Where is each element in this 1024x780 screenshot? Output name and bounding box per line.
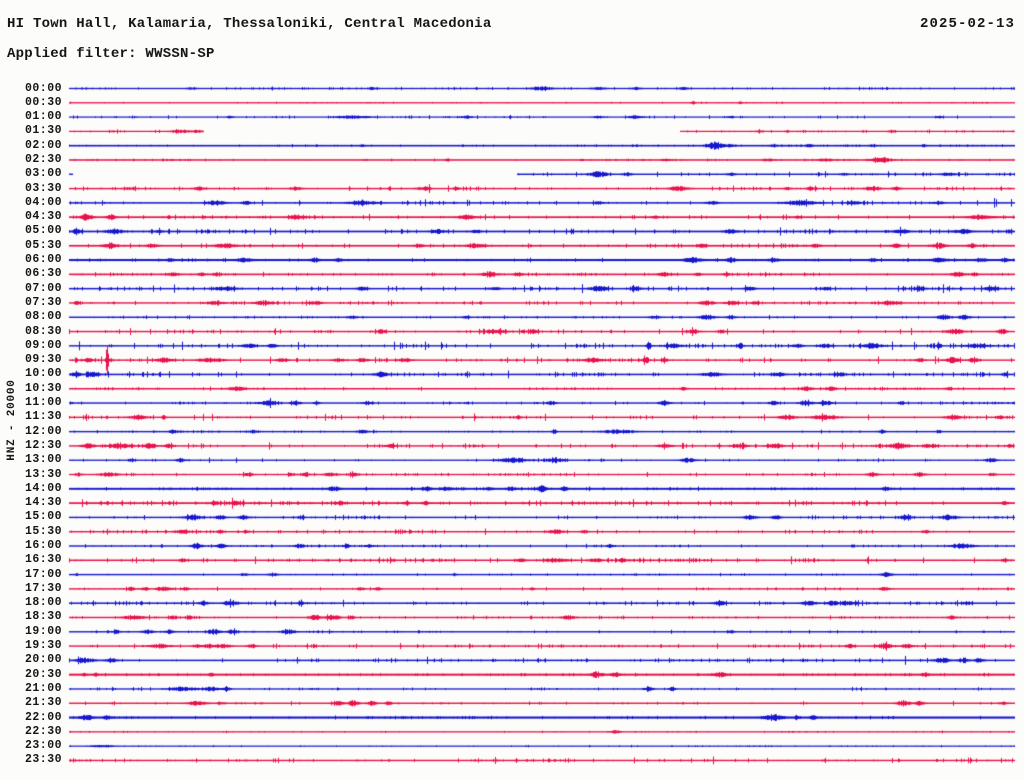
page-title: HI Town Hall, Kalamaria, Thessaloniki, C… bbox=[7, 16, 492, 32]
row-time-label: 19:30 bbox=[24, 639, 62, 653]
applied-filter-label: Applied filter: WWSSN-SP bbox=[7, 46, 215, 62]
row-time-label: 13:30 bbox=[24, 467, 62, 481]
row-time-label: 06:30 bbox=[24, 267, 62, 281]
row-time-label: 09:30 bbox=[24, 353, 62, 367]
row-time-label: 02:00 bbox=[24, 138, 62, 152]
row-time-label: 05:00 bbox=[24, 224, 62, 238]
row-time-label: 18:30 bbox=[24, 610, 62, 624]
row-time-label: 12:30 bbox=[24, 438, 62, 452]
row-time-label: 23:00 bbox=[24, 739, 62, 753]
row-time-label: 16:00 bbox=[24, 539, 62, 552]
row-time-label: 18:00 bbox=[24, 596, 62, 610]
row-time-label: 11:00 bbox=[24, 396, 62, 410]
row-time-label: 09:00 bbox=[24, 338, 62, 352]
row-time-label: 20:00 bbox=[24, 653, 62, 667]
row-time-label: 04:30 bbox=[24, 210, 62, 224]
row-time-label: 01:30 bbox=[24, 124, 62, 138]
row-time-label: 00:30 bbox=[24, 95, 62, 109]
row-time-label: 04:00 bbox=[24, 195, 62, 209]
row-time-label: 22:00 bbox=[24, 710, 62, 724]
row-time-label: 16:30 bbox=[24, 553, 62, 567]
row-time-label: 12:00 bbox=[24, 424, 62, 438]
row-time-label: 05:30 bbox=[24, 238, 62, 252]
row-time-label: 20:30 bbox=[24, 667, 62, 681]
row-time-label: 14:00 bbox=[24, 481, 62, 495]
row-time-label: 08:30 bbox=[24, 324, 62, 338]
row-time-label: 03:30 bbox=[24, 181, 62, 195]
row-time-label: 08:00 bbox=[24, 310, 62, 324]
row-time-label: 06:00 bbox=[24, 253, 62, 267]
row-time-label: 22:30 bbox=[24, 724, 62, 738]
row-time-label: 14:30 bbox=[24, 496, 62, 510]
row-time-label: 00:00 bbox=[24, 81, 62, 95]
row-time-label: 15:00 bbox=[24, 510, 62, 524]
row-time-label: 03:00 bbox=[24, 167, 62, 181]
row-time-label: 23:30 bbox=[24, 753, 62, 767]
row-time-label: 19:00 bbox=[24, 624, 62, 638]
row-time-label: 01:00 bbox=[24, 110, 62, 124]
row-time-label: 17:30 bbox=[24, 581, 62, 595]
row-time-label: 11:30 bbox=[24, 410, 62, 424]
date-label: 2025-02-13 bbox=[919, 16, 1015, 32]
row-time-label: 15:30 bbox=[24, 524, 62, 538]
row-time-label: 07:30 bbox=[24, 295, 62, 309]
row-time-label: 17:00 bbox=[24, 567, 62, 581]
row-time-label: 21:30 bbox=[24, 696, 62, 710]
row-time-label: 02:30 bbox=[24, 152, 62, 166]
row-time-label: 10:30 bbox=[24, 381, 62, 395]
row-time-label: 13:00 bbox=[24, 453, 62, 467]
row-time-label: 07:00 bbox=[24, 281, 62, 295]
row-time-label: 10:00 bbox=[24, 367, 62, 381]
row-time-label: 21:00 bbox=[24, 681, 62, 695]
